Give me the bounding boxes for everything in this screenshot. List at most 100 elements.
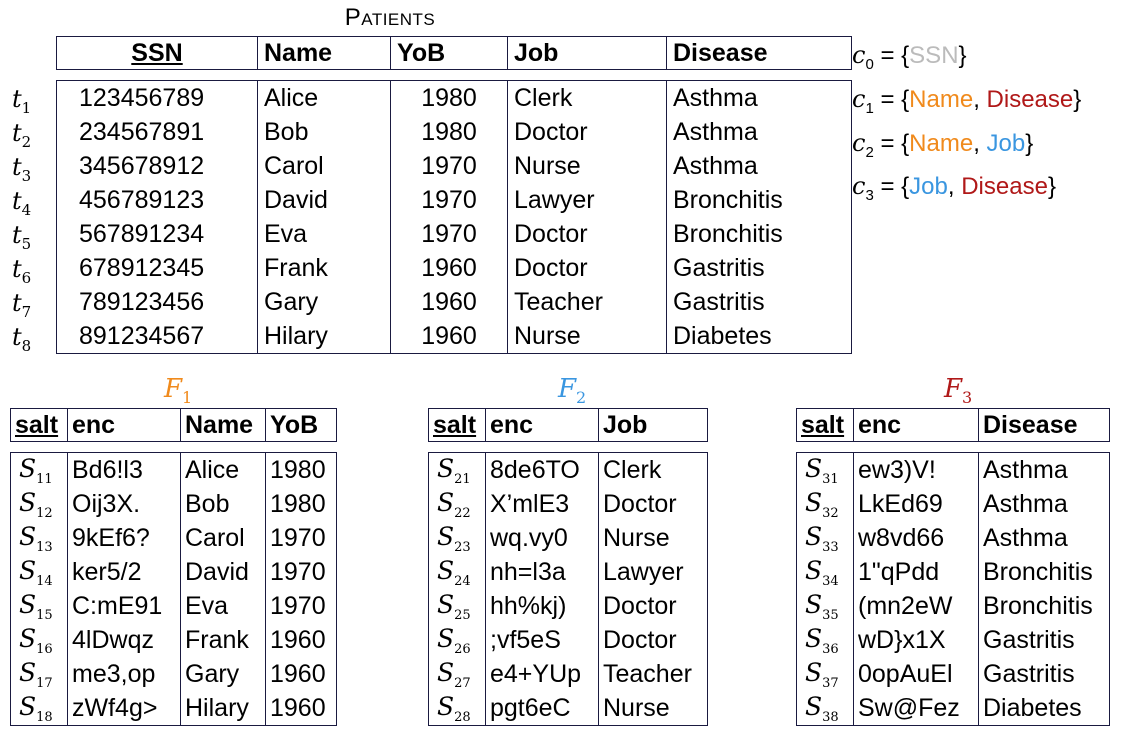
- patients-cell: 234567891: [56, 115, 258, 149]
- salt-index: 25: [454, 607, 471, 623]
- fragment-row: S17 me3,op Gary 1960: [10, 657, 337, 691]
- patients-cell: Clerk: [507, 80, 667, 115]
- salt-symbol: S: [437, 691, 455, 721]
- row-label-symbol: t: [12, 187, 22, 215]
- salt-index: 24: [454, 573, 471, 589]
- fragment-cell: Doctor: [598, 623, 708, 657]
- fragment-row: S31 ew3)V! Asthma: [796, 452, 1110, 487]
- fragment-f3-table: salt enc Disease S31 ew3)V! Asthma S32 LkEd69 As…: [796, 408, 1110, 726]
- patients-cell: Asthma: [666, 80, 852, 115]
- patients-cell: 1970: [390, 183, 508, 217]
- fragment-cell: w8vd66: [853, 521, 979, 555]
- row-label: t3: [12, 150, 31, 185]
- constraint-index: 2: [865, 143, 874, 161]
- fragment-header-job: Job: [598, 408, 708, 442]
- patients-cell: 1980: [390, 115, 508, 149]
- fragment-cell: Hilary: [180, 691, 266, 726]
- salt-symbol: S: [437, 521, 455, 551]
- patients-header-name: Name: [257, 36, 391, 70]
- row-label-index: 7: [21, 302, 32, 321]
- salt-symbol: S: [805, 453, 823, 483]
- row-labels: t1 t2 t3 t4 t5 t6 t7 t8: [12, 82, 32, 355]
- fragment-cell: wD}x1X: [853, 623, 979, 657]
- salt-cell: S31: [796, 452, 854, 487]
- fragment-row: S21 8de6TO Clerk: [428, 452, 708, 487]
- salt-symbol: S: [19, 487, 37, 517]
- salt-index: 34: [822, 573, 839, 589]
- patients-row: 678912345 Frank 1960 Doctor Gastritis: [56, 251, 852, 285]
- patients-header-disease: Disease: [666, 36, 852, 70]
- fragment-f2-title: F2: [558, 374, 586, 407]
- fragment-cell: Asthma: [978, 521, 1110, 555]
- salt-symbol: S: [805, 691, 823, 721]
- salt-symbol: S: [805, 657, 823, 687]
- salt-symbol: S: [437, 623, 455, 653]
- fragment-spacer-cell: [11, 442, 337, 453]
- fragment-title-index: 2: [576, 388, 587, 408]
- fragment-header-salt: salt: [428, 408, 486, 442]
- patients-cell: 1970: [390, 217, 508, 251]
- fragment-cell: Nurse: [598, 691, 708, 726]
- fragment-cell: Oij3X.: [67, 487, 181, 521]
- row-label: t6: [12, 252, 32, 287]
- fragment-cell: Teacher: [598, 657, 708, 691]
- fragment-cell: 1980: [265, 487, 337, 521]
- fragment-cell: Frank: [180, 623, 266, 657]
- row-label-symbol: t: [12, 289, 22, 317]
- fragment-cell: zWf4g>: [67, 691, 181, 726]
- salt-symbol: S: [437, 453, 455, 483]
- fragment-row: S18 zWf4g> Hilary 1960: [10, 691, 337, 726]
- row-label-index: 5: [21, 234, 32, 253]
- fragment-title-symbol: F: [944, 374, 963, 404]
- patients-cell: 123456789: [56, 80, 258, 115]
- constraint-index: 3: [865, 187, 874, 205]
- salt-index: 38: [822, 709, 839, 725]
- fragment-cell: Clerk: [598, 452, 708, 487]
- salt-symbol: S: [19, 623, 37, 653]
- fragment-row: S28 pgt6eC Nurse: [428, 691, 708, 726]
- fragment-cell: Sw@Fez: [853, 691, 979, 726]
- fragment-row: S14 ker5/2 David 1970: [10, 555, 337, 589]
- fragment-cell: 1980: [265, 452, 337, 487]
- patients-cell: 1960: [390, 251, 508, 285]
- fragment-row: S34 1"qPdd Bronchitis: [796, 555, 1110, 589]
- fragment-title-symbol: F: [164, 374, 183, 404]
- constraint-symbol: c: [852, 41, 866, 69]
- row-label-symbol: t: [12, 255, 22, 283]
- constraint-line: c2 = {Name, Job}: [852, 128, 1034, 161]
- salt-cell: S37: [796, 657, 854, 691]
- patients-row: 345678912 Carol 1970 Nurse Asthma: [56, 149, 852, 183]
- fragment-spacer-cell: [429, 442, 708, 453]
- patients-cell: 1960: [390, 285, 508, 319]
- patients-header-ssn: SSN: [56, 36, 258, 70]
- fragment-cell: Doctor: [598, 589, 708, 623]
- row-label-symbol: t: [12, 323, 22, 351]
- constraint-index: 1: [865, 99, 874, 117]
- fragment-cell: ;vf5eS: [485, 623, 599, 657]
- fragment-cell: Nurse: [598, 521, 708, 555]
- fragment-cell: ker5/2: [67, 555, 181, 589]
- patients-header-yob: YoB: [390, 36, 508, 70]
- salt-index: 22: [454, 505, 471, 521]
- patients-cell: Nurse: [507, 149, 667, 183]
- fragment-cell: Diabetes: [978, 691, 1110, 726]
- fragment-header-name: Name: [180, 408, 266, 442]
- constraint-attribute: Job: [909, 173, 948, 201]
- row-label-symbol: t: [12, 221, 22, 249]
- row-label: t4: [12, 184, 31, 219]
- salt-cell: S36: [796, 623, 854, 657]
- salt-symbol: S: [19, 657, 37, 687]
- salt-symbol: S: [19, 453, 37, 483]
- salt-cell: S15: [10, 589, 68, 623]
- row-label-index: 6: [21, 268, 32, 287]
- salt-index: 23: [454, 539, 471, 555]
- fragment-row: S11 Bd6!l3 Alice 1980: [10, 452, 337, 487]
- salt-index: 21: [454, 471, 471, 487]
- patients-caption: Patients: [344, 4, 436, 31]
- salt-index: 37: [822, 675, 839, 691]
- salt-cell: S33: [796, 521, 854, 555]
- fragment-cell: X’mlE3: [485, 487, 599, 521]
- row-label: t8: [12, 320, 31, 355]
- salt-index: 14: [36, 573, 53, 589]
- fragment-title-index: 3: [962, 388, 973, 408]
